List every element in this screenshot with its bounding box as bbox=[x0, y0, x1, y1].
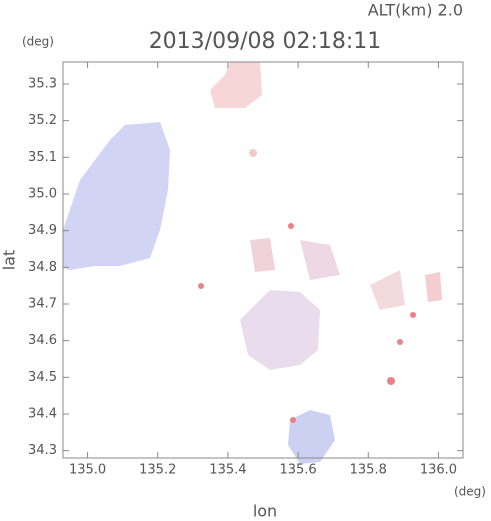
y-tick-label: 34.5 bbox=[28, 370, 57, 385]
x-tick-label: 135.6 bbox=[279, 463, 316, 478]
y-tick-label: 34.4 bbox=[28, 407, 57, 422]
chart-title: 2013/09/08 02:18:11 bbox=[149, 29, 382, 54]
y-tick-label: 34.9 bbox=[28, 223, 57, 238]
y-tick-label: 34.6 bbox=[28, 333, 57, 348]
echo-cell bbox=[290, 417, 296, 423]
echo-cell bbox=[397, 339, 403, 345]
y-axis-label: lat bbox=[0, 250, 19, 271]
y-tick-label: 34.8 bbox=[28, 260, 57, 275]
echo-area bbox=[288, 410, 335, 464]
echo-area bbox=[250, 238, 275, 272]
x-axis-label: lon bbox=[253, 502, 277, 521]
altitude-label: ALT(km) 2.0 bbox=[368, 1, 463, 20]
y-tick-label: 34.3 bbox=[28, 443, 57, 458]
radar-echoes bbox=[63, 62, 442, 464]
x-tick-label: 135.4 bbox=[209, 463, 246, 478]
echo-cell bbox=[249, 149, 257, 157]
x-tick-label: 135.2 bbox=[139, 463, 176, 478]
echo-area bbox=[425, 272, 442, 302]
echo-area bbox=[63, 122, 170, 270]
echo-cell bbox=[410, 312, 416, 318]
echo-area bbox=[370, 270, 405, 310]
y-tick-label: 35.1 bbox=[28, 150, 57, 165]
echo-area bbox=[210, 62, 262, 108]
y-unit: (deg) bbox=[22, 35, 54, 49]
plot-frame bbox=[62, 61, 464, 459]
x-tick-label: 135.0 bbox=[69, 463, 106, 478]
y-tick-label: 34.7 bbox=[28, 297, 57, 312]
x-tick-label: 136.0 bbox=[420, 463, 457, 478]
x-tick-label: 135.8 bbox=[350, 463, 387, 478]
echo-area bbox=[300, 240, 340, 280]
x-unit: (deg) bbox=[454, 485, 486, 499]
echo-cell bbox=[198, 283, 204, 289]
y-tick-label: 35.3 bbox=[28, 77, 57, 92]
echo-cell bbox=[288, 223, 294, 229]
y-tick-label: 35.0 bbox=[28, 187, 57, 202]
y-tick-label: 35.2 bbox=[28, 113, 57, 128]
echo-cell bbox=[387, 377, 395, 385]
echo-area bbox=[240, 290, 320, 370]
